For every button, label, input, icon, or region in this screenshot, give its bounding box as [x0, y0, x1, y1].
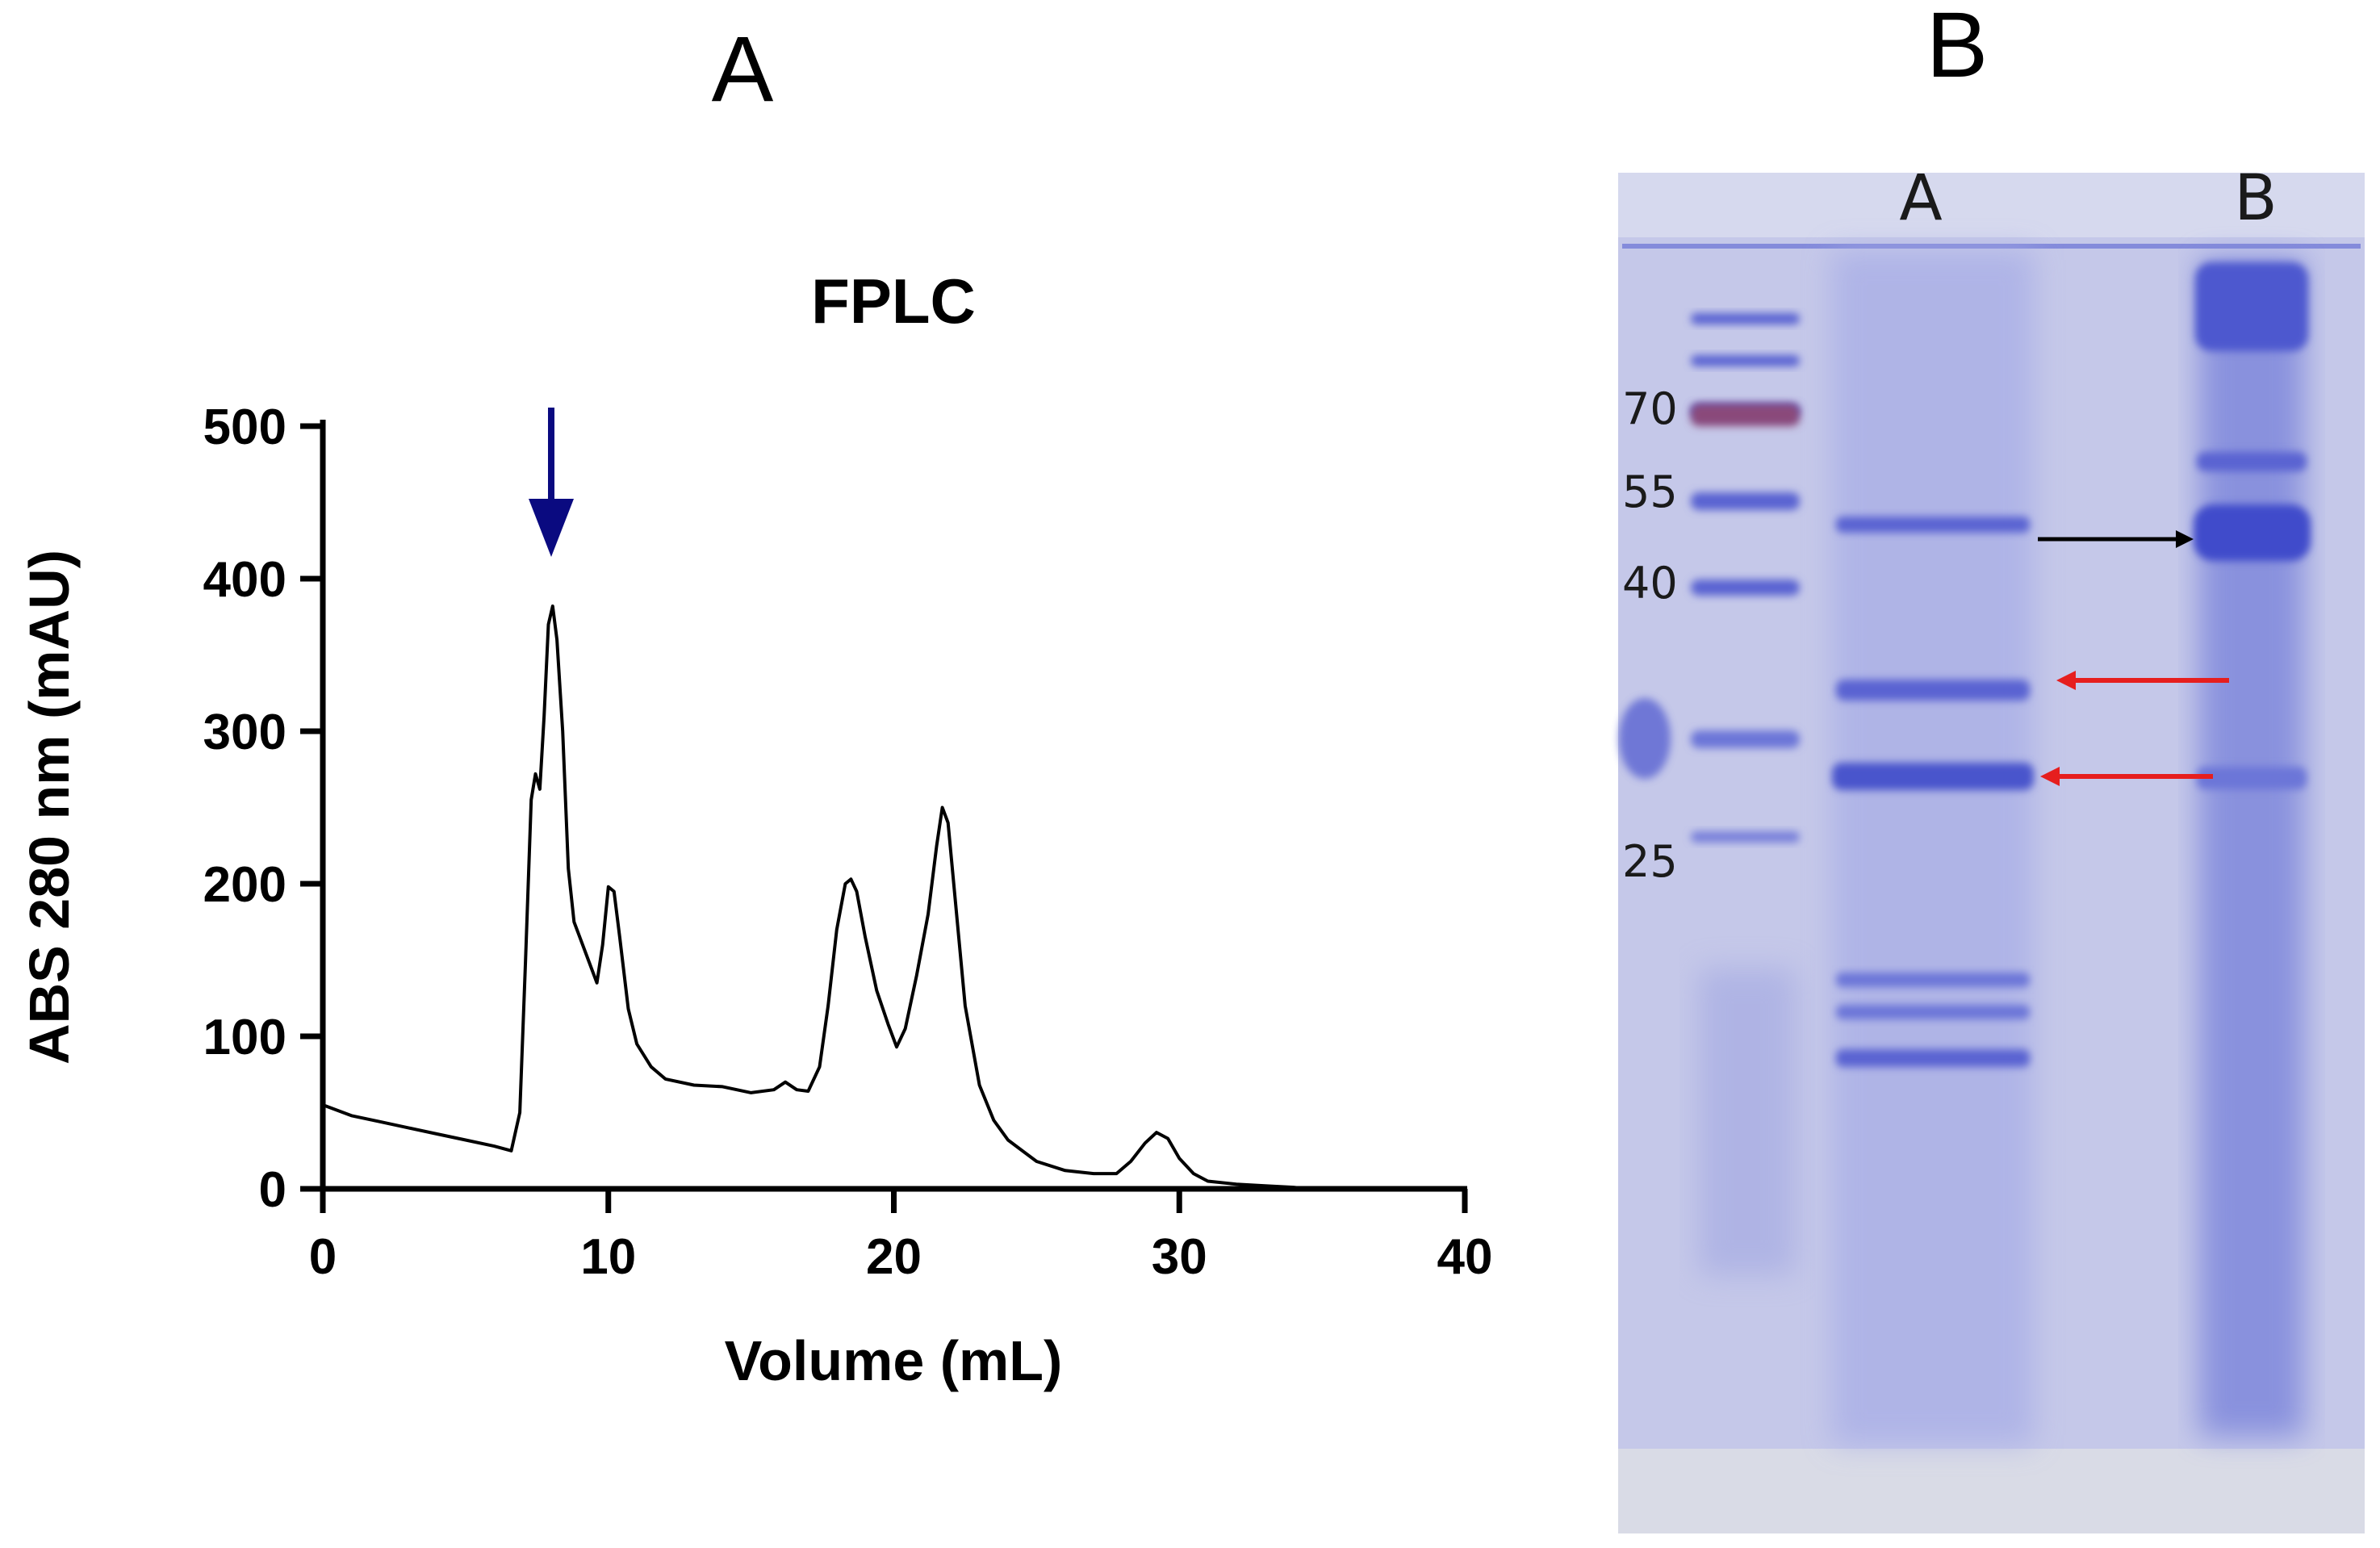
lane-label-a: A — [1899, 162, 1942, 235]
y-tick-label: 200 — [203, 857, 287, 913]
lane-b-band — [2197, 452, 2307, 471]
panel-a: A FPLC ABS 280 nm (mAU) Volume (mL) 0100… — [18, 18, 1492, 1392]
fplc-chart: FPLC ABS 280 nm (mAU) Volume (mL) 010020… — [18, 266, 1492, 1392]
gel-bottom-edge — [1618, 1449, 2365, 1533]
marker-label-40: 40 — [1622, 558, 1678, 609]
x-tick-label: 30 — [1152, 1229, 1207, 1285]
marker-lane — [1691, 313, 1800, 1275]
lane-a-smear — [1832, 250, 2034, 1445]
marker-band-70 — [1691, 404, 1800, 426]
lane-a — [1832, 250, 2034, 1445]
marker-label-70: 70 — [1622, 383, 1678, 434]
y-tick-label: 100 — [203, 1010, 287, 1065]
lane-a-band — [1836, 1005, 2030, 1019]
lane-b-smear — [2199, 258, 2304, 1437]
lane-a-band — [1832, 763, 2034, 790]
y-ticks: 0 100 200 300 400 500 — [203, 400, 323, 1218]
marker-lane-smear — [1699, 969, 1796, 1275]
panel-b: B — [1618, 0, 2365, 1533]
gel-left-smear — [1619, 698, 1671, 779]
marker-band — [1691, 730, 1800, 748]
lane-a-band — [1836, 973, 2030, 987]
lane-b-top-band — [2195, 262, 2308, 351]
lane-a-band — [1836, 517, 2030, 533]
y-axis-label: ABS 280 nm (mAU) — [18, 550, 81, 1065]
x-tick-label: 20 — [866, 1229, 922, 1285]
fplc-trace-line — [322, 605, 1308, 1190]
marker-band-40 — [1691, 579, 1800, 596]
x-tick-label: 10 — [580, 1229, 636, 1285]
marker-band — [1691, 313, 1800, 324]
marker-label-55: 55 — [1622, 466, 1678, 517]
marker-band-25 — [1691, 831, 1800, 843]
chart-title: FPLC — [811, 266, 976, 337]
gel-top-edge — [1618, 173, 2365, 237]
y-tick-label: 300 — [203, 705, 287, 760]
red-arrow-lower — [2040, 767, 2213, 786]
y-tick-label: 500 — [203, 400, 287, 455]
x-tick-label: 40 — [1437, 1229, 1493, 1285]
red-arrow-upper — [2056, 671, 2229, 690]
panel-a-letter: A — [712, 18, 774, 121]
y-tick-label: 0 — [259, 1162, 287, 1218]
lane-label-b: B — [2234, 162, 2278, 235]
gel-image: A B 70 55 40 25 — [1618, 162, 2365, 1533]
marker-label-25: 25 — [1622, 836, 1678, 887]
x-ticks: 0 10 20 30 40 — [309, 1189, 1493, 1285]
black-arrow-head — [2176, 530, 2194, 548]
red-arrow-lower-head — [2040, 767, 2060, 786]
lane-b-main-band — [2194, 504, 2311, 561]
lane-a-band — [1836, 680, 2030, 701]
lane-b-band — [2197, 767, 2307, 789]
marker-band — [1691, 355, 1800, 366]
lane-b — [2194, 258, 2311, 1437]
x-axis-label: Volume (mL) — [725, 1329, 1063, 1392]
red-arrow-upper-head — [2056, 671, 2076, 690]
lane-a-band — [1836, 1049, 2030, 1067]
x-tick-label: 0 — [309, 1229, 337, 1285]
panel-b-letter: B — [1926, 0, 1989, 97]
y-tick-label: 400 — [203, 552, 287, 608]
peak-arrow — [529, 408, 574, 557]
peak-arrow-head — [529, 499, 574, 557]
black-arrow — [2038, 530, 2194, 548]
marker-band-55 — [1691, 492, 1800, 510]
